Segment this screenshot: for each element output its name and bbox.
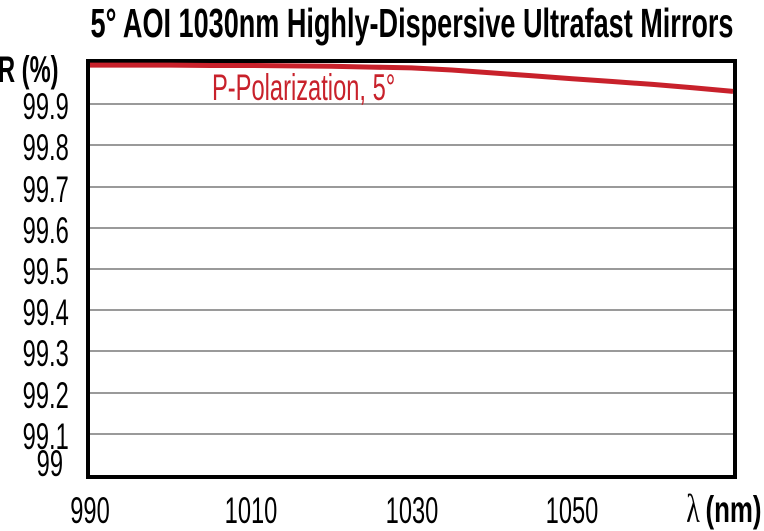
x-axis-label: λ (nm) — [687, 489, 762, 529]
curve-p-polarization-5- — [90, 62, 734, 94]
y-tick-label: 99.7 — [22, 168, 69, 210]
y-tick-label: 99.6 — [22, 209, 69, 251]
y-tick-label: 99.4 — [22, 292, 69, 334]
gridline — [90, 144, 733, 147]
gridline — [90, 226, 733, 229]
x-axis-unit-label: (nm) — [705, 489, 762, 530]
lambda-symbol: λ — [686, 486, 701, 531]
gridline — [90, 185, 733, 188]
gridline — [90, 432, 733, 435]
x-tick-label: 1010 — [224, 490, 278, 531]
x-tick-label: 1050 — [545, 490, 599, 531]
y-tick-label: 99.9 — [22, 86, 69, 128]
x-tick-label: 1030 — [385, 490, 438, 531]
chart-title: 5° AOI 1030nm Highly-Dispersive Ultrafas… — [90, 0, 734, 46]
gridline — [90, 350, 733, 353]
y-tick-label: 99.8 — [22, 127, 69, 169]
y-tick-label: 99.2 — [22, 374, 69, 416]
series-legend-label: P-Polarization, 5° — [212, 67, 396, 108]
plot-area — [86, 59, 737, 479]
y-tick-label: 99.5 — [22, 251, 69, 292]
x-tick-label: 990 — [70, 490, 110, 531]
y-tick-label: 99.3 — [22, 333, 69, 375]
gridline — [90, 268, 733, 270]
gridline — [90, 103, 733, 106]
y-tick-label: 99.1 — [22, 415, 69, 457]
y-tick-label: 99 — [36, 443, 63, 484]
gridline — [90, 391, 733, 394]
y-axis-label: R (%) — [0, 49, 59, 90]
gridline — [90, 309, 733, 312]
reflectance-curve — [90, 62, 734, 94]
